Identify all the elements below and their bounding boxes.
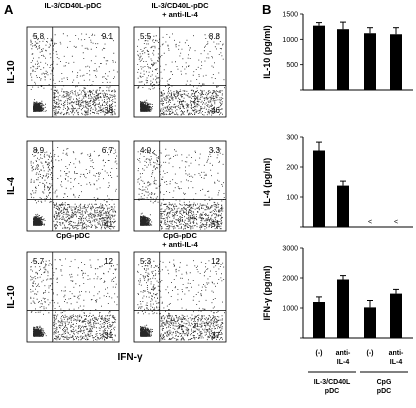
y-axis-label: IFN-γ (pg/ml): [262, 266, 272, 321]
y-tick-label: 100: [286, 195, 298, 202]
group-label: pDC: [377, 388, 391, 395]
x-category-label: IL-4: [390, 359, 403, 366]
y-axis-label: IL-10 (pg/ml): [262, 25, 272, 79]
panel-b-letter: B: [262, 2, 271, 17]
dot-plot-title: CpG-pDC: [56, 231, 90, 240]
bar: [313, 302, 325, 338]
group-label: CpG: [377, 379, 392, 386]
x-category-label: anti-: [389, 350, 404, 357]
dot-plot-title: + anti-IL-4: [162, 10, 198, 19]
dot-plot-title: CpG-pDC: [163, 231, 197, 240]
x-category-label: IL-4: [337, 359, 350, 366]
dot-plot-x-label: IFN-γ: [118, 352, 143, 363]
y-tick-label: 300: [286, 135, 298, 142]
dot-plot-events: [30, 33, 118, 116]
bar-value-label: <: [394, 219, 398, 226]
quadrant-label-upper-right: 12: [104, 257, 113, 266]
dot-plot-events: [30, 147, 118, 230]
quadrant-label-upper-right: 12: [211, 257, 220, 266]
y-tick-label: 1000: [282, 37, 298, 44]
y-tick-label: 1000: [282, 306, 298, 313]
quadrant-label-lower-right: 46: [211, 106, 220, 115]
panel-a-letter: A: [4, 2, 14, 17]
dot-plot-events: [30, 258, 118, 341]
dot-plot-y-label: IL-4: [6, 177, 17, 195]
dot-plot: IL-3/CD40L-pDC+ anti-IL-4 5.5 8.8 46: [133, 1, 227, 118]
quadrant-label-upper-left: 5.5: [140, 32, 152, 41]
x-category-label: (-): [367, 350, 374, 357]
panel-b: B 500 1000 1500 IL-10 (pg/ml) 100 200 300 IL-4 (…: [262, 2, 413, 395]
quadrant-label-lower-right: 38: [104, 106, 113, 115]
group-label: IL-3/CD40L: [314, 379, 351, 386]
x-category-label: anti-: [336, 350, 351, 357]
dot-plot: CpG-pDC 5.7 12 31: [26, 231, 120, 343]
quadrant-label-upper-right: 3.3: [209, 146, 221, 155]
quadrant-label-lower-right: 31: [104, 331, 113, 340]
bar: [364, 33, 376, 90]
quadrant-label-upper-right: 6.7: [102, 146, 114, 155]
quadrant-label-upper-right: 9.1: [102, 32, 114, 41]
bar: [313, 25, 325, 90]
dot-plot-title: IL-3/CD40L-pDC: [151, 1, 209, 10]
bar: [364, 307, 376, 338]
quadrant-label-upper-right: 8.8: [209, 32, 221, 41]
bar: [337, 29, 349, 90]
quadrant-label-upper-left: 8.9: [33, 146, 45, 155]
dot-plot: 4.0 3.3 51: [133, 140, 227, 232]
y-tick-label: 1500: [282, 12, 298, 19]
dot-plot: 8.9 6.7 41: [26, 140, 120, 232]
dot-plot-title: + anti-IL-4: [162, 240, 198, 249]
dot-plot: IL-3/CD40L-pDC 5.8 9.1 38: [26, 1, 120, 118]
x-category-label: (-): [316, 350, 323, 357]
quadrant-label-lower-right: 41: [104, 220, 113, 229]
dot-plot-title: IL-3/CD40L-pDC: [44, 1, 102, 10]
y-tick-label: 3000: [282, 246, 298, 253]
y-tick-label: 500: [286, 62, 298, 69]
quadrant-label-upper-left: 5.3: [140, 257, 152, 266]
quadrant-label-lower-right: 37: [211, 331, 220, 340]
y-tick-label: 2000: [282, 276, 298, 283]
dot-plot-y-label: IL-10: [6, 60, 17, 84]
dot-plot: CpG-pDC+ anti-IL-4 5.3 12 37: [133, 231, 227, 343]
quadrant-label-lower-right: 51: [211, 220, 220, 229]
quadrant-label-upper-left: 5.8: [33, 32, 45, 41]
bar: [390, 293, 402, 338]
bar-chart: 100 200 300 IL-4 (pg/ml) < <: [262, 135, 413, 228]
group-label: pDC: [325, 388, 339, 395]
dot-plot-events: [137, 147, 225, 230]
bar-chart: 1000 2000 3000 IFN-γ (pg/ml): [262, 246, 413, 339]
quadrant-label-upper-left: 5.7: [33, 257, 45, 266]
bar-chart: 500 1000 1500 IL-10 (pg/ml): [262, 12, 413, 91]
quadrant-label-upper-left: 4.0: [140, 146, 152, 155]
bar: [313, 150, 325, 227]
bar: [337, 279, 349, 338]
bar: [390, 34, 402, 90]
bar: [337, 185, 349, 227]
y-tick-label: 200: [286, 165, 298, 172]
bar-value-label: <: [368, 219, 372, 226]
dot-plot-y-label: IL-10: [6, 285, 17, 309]
y-axis-label: IL-4 (pg/ml): [262, 158, 272, 207]
dot-plot-events: [137, 33, 225, 116]
dot-plot-events: [137, 259, 225, 341]
